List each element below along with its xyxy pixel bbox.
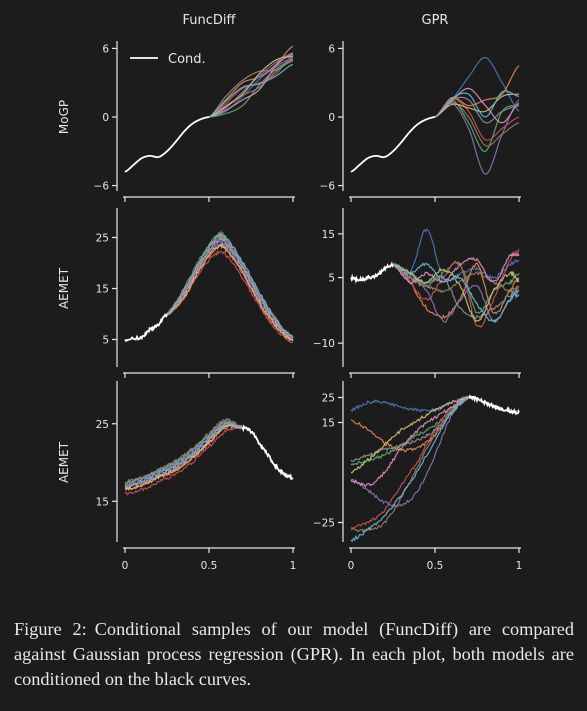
sample-curve — [350, 397, 470, 543]
y-tick-label: 5 — [328, 273, 335, 285]
figure-caption: Figure 2: Conditional samples of our mode… — [14, 617, 574, 692]
y-tick-label: 25 — [96, 419, 109, 431]
sample-curve — [392, 262, 520, 320]
y-axis-label: AEMET — [57, 441, 71, 483]
y-tick-label: 6 — [102, 43, 109, 55]
sample-curve — [392, 264, 520, 322]
x-tick-label: 0 — [122, 560, 129, 572]
panel-mogp-funcdiff: 6 0 −6 MoGP Cond. — [57, 41, 295, 202]
panels: 6 0 −6 MoGP Cond. 6 0 −6 25 15 5 AEMET 15 5 −10 25 15 0 0.… — [57, 41, 522, 572]
caption-text: Conditional samples of our model (FuncDi… — [14, 619, 574, 689]
column-title-funcdiff: FuncDiff — [183, 13, 237, 28]
caption-label: Figure 2: — [14, 619, 87, 639]
sample-curve — [208, 55, 294, 118]
sample-curve — [124, 421, 244, 488]
sample-curve — [166, 236, 294, 341]
y-tick-label: 0 — [102, 112, 109, 124]
conditioning-curve — [241, 424, 294, 480]
sample-curve — [350, 395, 469, 474]
sample-curve — [350, 396, 469, 508]
panel-aemet-funcdiff-1: 25 15 5 AEMET — [57, 208, 295, 378]
panel-aemet-funcdiff-2: 25 15 0 0.5 1 AEMET — [57, 381, 296, 572]
sample-curve — [392, 248, 520, 328]
conditioning-curve — [468, 394, 520, 416]
y-tick-label: 25 — [96, 233, 109, 245]
sample-curve — [434, 90, 520, 118]
panel-aemet-gpr-2: 25 15 −25 0 0.5 1 — [313, 381, 523, 572]
y-tick-label: 15 — [96, 284, 109, 296]
y-axis-label: AEMET — [57, 267, 71, 309]
sample-curve — [124, 426, 243, 496]
sample-curve — [208, 58, 294, 118]
y-tick-label: 5 — [102, 335, 109, 347]
sample-curve — [166, 249, 294, 344]
x-tick-label: 0.5 — [427, 560, 444, 572]
x-tick-label: 0 — [348, 560, 355, 572]
panel-aemet-gpr-1: 15 5 −10 — [313, 208, 521, 378]
conditioning-curve — [124, 313, 168, 343]
panel-mogp-gpr: 6 0 −6 — [320, 41, 521, 202]
x-tick-label: 1 — [290, 560, 297, 572]
y-tick-label: 25 — [322, 393, 335, 405]
conditioning-curve — [350, 116, 436, 173]
sample-curve — [166, 233, 294, 338]
sample-curve — [392, 228, 520, 283]
sample-curve — [350, 396, 470, 529]
sample-curve — [350, 397, 470, 488]
sample-curve — [166, 229, 294, 339]
y-axis-label: MoGP — [57, 100, 71, 134]
y-tick-label: −6 — [320, 181, 336, 193]
x-tick-label: 1 — [516, 560, 523, 572]
sample-curve — [124, 419, 244, 487]
sample-curve — [392, 262, 520, 320]
sample-curve — [392, 251, 520, 285]
sample-curve — [208, 63, 294, 118]
figure-grid: FuncDiff GPR 60−6MoGPCond.60−625155AEMET… — [57, 13, 522, 572]
sample-curve — [392, 262, 520, 324]
sample-curve — [166, 242, 294, 342]
y-tick-label: 15 — [322, 418, 335, 430]
sample-curve — [166, 244, 294, 342]
y-tick-label: 6 — [328, 43, 335, 55]
y-tick-label: −6 — [94, 181, 110, 193]
sample-curve — [124, 422, 244, 489]
sample-curve — [350, 397, 470, 533]
sample-curve — [124, 419, 244, 485]
legend-label: Cond. — [168, 52, 206, 67]
sample-curve — [124, 423, 243, 492]
conditioning-curve — [124, 116, 210, 173]
y-tick-label: 0 — [328, 112, 335, 124]
y-tick-label: −10 — [313, 338, 335, 350]
sample-curve — [208, 53, 294, 118]
conditioning-curve — [350, 261, 394, 284]
column-title-gpr: GPR — [422, 13, 449, 28]
sample-curve — [434, 65, 520, 118]
sample-curve — [434, 87, 520, 124]
sample-curve — [208, 57, 294, 118]
sample-curve — [434, 93, 520, 118]
y-tick-label: 15 — [96, 496, 109, 508]
y-tick-label: 15 — [322, 229, 335, 241]
x-tick-label: 0.5 — [201, 560, 218, 572]
y-tick-label: −25 — [313, 518, 335, 530]
